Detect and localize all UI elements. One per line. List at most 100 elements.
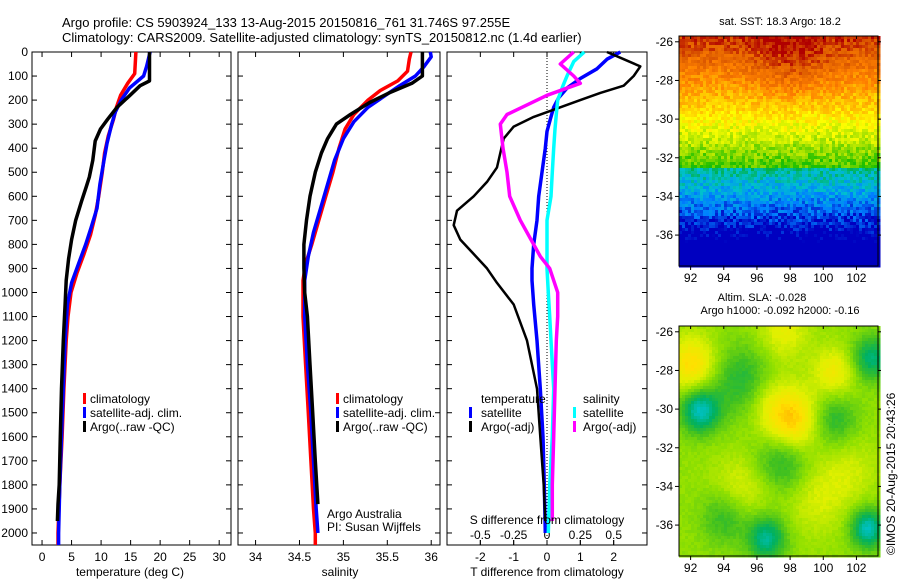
heatmap-cell	[787, 111, 791, 115]
heatmap-cell	[811, 246, 815, 250]
heatmap-cell	[769, 72, 773, 76]
heatmap-cell	[694, 135, 698, 139]
heatmap-cell	[751, 195, 755, 199]
heatmap-cell	[712, 156, 716, 160]
heatmap-cell	[772, 219, 776, 223]
heatmap-cell	[736, 84, 740, 88]
heatmap-cell	[688, 165, 692, 169]
heatmap-cell	[787, 162, 791, 166]
heatmap-cell	[730, 180, 734, 184]
heatmap-cell	[790, 75, 794, 79]
heatmap-cell	[703, 201, 707, 205]
x-tick-label: 0	[544, 550, 551, 564]
heatmap-cell	[862, 138, 866, 142]
heatmap-cell	[742, 129, 746, 133]
heatmap-cell	[802, 150, 806, 154]
heatmap-cell	[832, 123, 836, 127]
heatmap-cell	[829, 51, 833, 55]
heatmap-cell	[769, 147, 773, 151]
heatmap-cell	[826, 96, 830, 100]
heatmap-cell	[868, 216, 872, 220]
heatmap-cell	[742, 174, 746, 178]
heatmap-cell	[823, 201, 827, 205]
heatmap-cell	[784, 231, 788, 235]
heatmap-cell	[715, 177, 719, 181]
heatmap-cell	[814, 60, 818, 64]
heatmap-cell	[721, 162, 725, 166]
heatmap-cell	[868, 141, 872, 145]
heatmap-cell	[844, 246, 848, 250]
heatmap-cell	[742, 93, 746, 97]
heatmap-cell	[769, 84, 773, 88]
heatmap-cell	[739, 225, 743, 229]
heatmap-cell	[775, 45, 779, 49]
heatmap-cell	[706, 228, 710, 232]
heatmap-cell	[679, 189, 683, 193]
heatmap-cell	[820, 39, 824, 43]
heatmap-cell	[727, 225, 731, 229]
heatmap-cell	[841, 234, 845, 238]
heatmap-cell	[838, 132, 842, 136]
heatmap-cell	[718, 240, 722, 244]
heatmap-cell	[688, 243, 692, 247]
heatmap-cell	[721, 216, 725, 220]
heatmap-cell	[742, 171, 746, 175]
heatmap-cell	[820, 105, 824, 109]
heatmap-cell	[781, 168, 785, 172]
heatmap-cell	[703, 54, 707, 58]
heatmap-cell	[817, 183, 821, 187]
heatmap-cell	[790, 90, 794, 94]
heatmap-cell	[745, 162, 749, 166]
heatmap-cell	[859, 207, 863, 211]
heatmap-cell	[823, 198, 827, 202]
heatmap-cell	[814, 111, 818, 115]
heatmap-cell	[868, 90, 872, 94]
heatmap-cell	[835, 180, 839, 184]
heatmap-cell	[790, 246, 794, 250]
heatmap-cell	[877, 129, 881, 133]
heatmap-cell	[829, 57, 833, 61]
heatmap-cell	[826, 222, 830, 226]
heatmap-cell	[709, 162, 713, 166]
heatmap-cell	[787, 240, 791, 244]
heatmap-cell	[715, 90, 719, 94]
heatmap-cell	[781, 78, 785, 82]
heatmap-cell	[778, 201, 782, 205]
heatmap-cell	[802, 78, 806, 82]
heatmap-cell	[865, 105, 869, 109]
heatmap-cell	[823, 219, 827, 223]
heatmap-cell	[682, 78, 686, 82]
heatmap-cell	[697, 102, 701, 106]
heatmap-cell	[784, 195, 788, 199]
heatmap-cell	[832, 72, 836, 76]
heatmap-cell	[844, 126, 848, 130]
heatmap-cell	[865, 123, 869, 127]
heatmap-cell	[769, 216, 773, 220]
heatmap-cell	[847, 117, 851, 121]
heatmap-cell	[718, 171, 722, 175]
heatmap-cell	[697, 150, 701, 154]
heatmap-cell	[829, 228, 833, 232]
heatmap-cell	[772, 171, 776, 175]
heatmap-cell	[847, 171, 851, 175]
heatmap-cell	[799, 177, 803, 181]
heatmap-cell	[688, 114, 692, 118]
heatmap-cell	[700, 225, 704, 229]
heatmap-cell	[778, 57, 782, 61]
heatmap-cell	[736, 132, 740, 136]
heatmap-cell	[721, 45, 725, 49]
heatmap-cell	[802, 126, 806, 130]
heatmap-cell	[820, 117, 824, 121]
heatmap-cell	[847, 183, 851, 187]
heatmap-cell	[703, 246, 707, 250]
heatmap-cell	[700, 156, 704, 160]
heatmap-cell	[877, 90, 881, 94]
heatmap-cell	[874, 201, 878, 205]
heatmap-cell	[877, 78, 881, 82]
heatmap-cell	[808, 150, 812, 154]
heatmap-cell	[679, 138, 683, 142]
heatmap-cell	[823, 174, 827, 178]
heatmap-cell	[868, 117, 872, 121]
heatmap-cell	[757, 156, 761, 160]
x-tick-label: 25	[183, 550, 197, 564]
